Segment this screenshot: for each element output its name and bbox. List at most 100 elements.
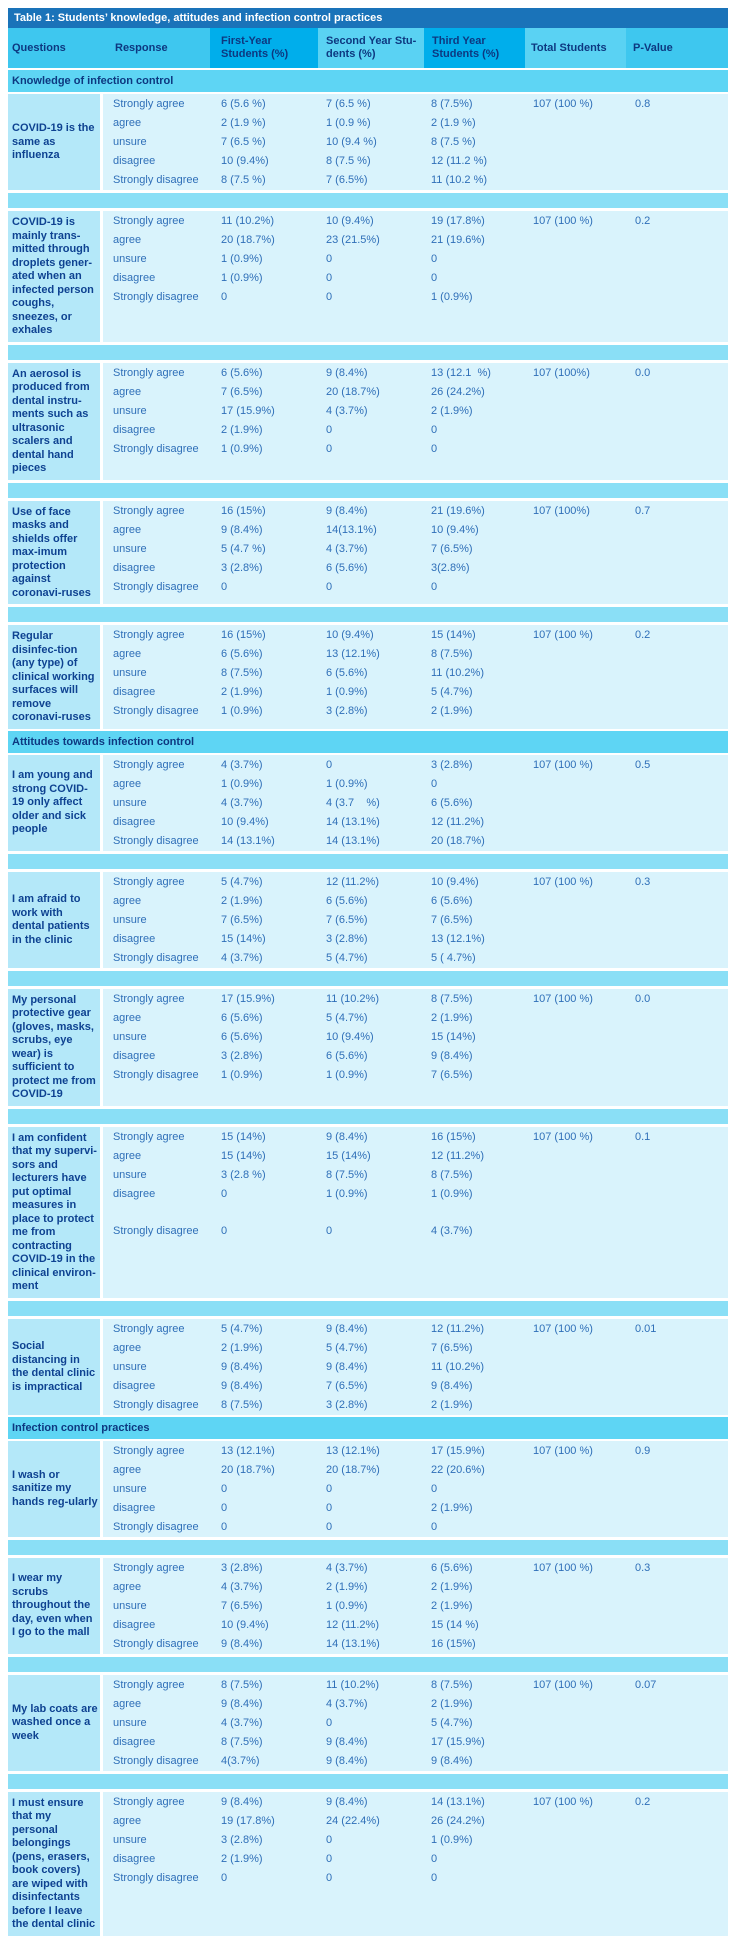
block-spacer	[8, 1539, 728, 1555]
question-block: Social distancing in the dental clinic i…	[8, 1318, 728, 1415]
p-value: 0.2	[635, 629, 651, 641]
total-students-value	[525, 383, 627, 402]
third-year-value: 22 (20.6%)	[431, 1463, 485, 1476]
p-value: 0.5	[635, 758, 651, 771]
first-year-value: 13 (12.1%)	[221, 1444, 275, 1457]
p-value	[627, 1714, 728, 1733]
first-year-value: 4(3.7%)	[221, 1754, 260, 1767]
response-row: unsure 9 (8.4%) 9 (8.4%) 11 (10.2%)	[103, 1358, 728, 1377]
p-value	[627, 1377, 728, 1396]
response-label: Strongly disagree	[113, 580, 199, 593]
total-students-value	[525, 813, 627, 832]
block-spacer	[8, 970, 728, 986]
response-row: unsure 4 (3.7%) 4 (3.7 %) 6 (5.6%)	[103, 794, 728, 813]
response-row: unsure 8 (7.5%) 6 (5.6%) 11 (10.2%)	[103, 664, 728, 683]
third-year-value: 1 (0.9%)	[431, 1187, 473, 1200]
third-year-value: 3 (2.8%)	[431, 758, 473, 771]
response-row: unsure 3 (2.8 %) 8 (7.5%) 8 (7.5%)	[103, 1166, 728, 1185]
question-block: Use of face masks and shields offer max-…	[8, 500, 728, 604]
response-label: Strongly disagree	[113, 1754, 199, 1767]
third-year-value: 0	[431, 253, 438, 265]
p-value	[627, 1480, 728, 1499]
second-year-value: 9 (8.4%)	[326, 1795, 368, 1808]
question-block: I am confident that my supervi-sors and …	[8, 1126, 728, 1298]
question-text: I must ensure that my personal belonging…	[12, 1796, 96, 1931]
response-label: unsure	[113, 1360, 147, 1373]
third-year-value: 20 (18.7%)	[431, 834, 485, 847]
response-label: disagree	[113, 1187, 156, 1200]
third-year-value: 4 (3.7%)	[431, 1224, 473, 1237]
first-year-value: 6 (5.6%)	[221, 648, 263, 660]
third-year-value: 8 (7.5%)	[431, 1168, 473, 1181]
response-label: Strongly agree	[113, 1130, 185, 1143]
response-row: Strongly agree 11 (10.2%) 10 (9.4%) 19 (17.…	[103, 212, 728, 231]
third-year-value: 0	[431, 1482, 438, 1495]
total-students-value	[525, 1066, 627, 1085]
second-year-value: 10 (9.4%)	[326, 215, 374, 227]
third-year-value: 1 (0.9%)	[431, 291, 473, 303]
response-row: disagree 9 (8.4%) 7 (6.5%) 9 (8.4%)	[103, 1377, 728, 1396]
response-rows: Strongly agree 4 (3.7%) 0 3 (2.8%) 107 (100 …	[103, 754, 728, 851]
response-row: Strongly disagree 14 (13.1%) 14 (13.1%) 20 …	[103, 832, 728, 851]
response-label: disagree	[113, 1501, 156, 1514]
total-students-value: 107 (100 %)	[533, 758, 593, 771]
total-students-value: 107 (100 %)	[533, 1322, 593, 1335]
p-value	[627, 1028, 728, 1047]
table-container: Table 1: Students’ knowledge, attitudes …	[8, 8, 728, 1936]
second-year-value: 11 (10.2%)	[326, 1678, 379, 1691]
third-year-value: 9 (8.4%)	[431, 1049, 473, 1062]
response-label: disagree	[113, 815, 156, 828]
total-students-value	[525, 1850, 627, 1869]
response-row: agree 9 (8.4%) 4 (3.7%) 2 (1.9%)	[103, 1695, 728, 1714]
second-year-value: 11 (10.2%)	[326, 992, 379, 1005]
third-year-value: 0	[431, 272, 438, 284]
second-year-value: 0	[326, 1520, 333, 1533]
response-row: Strongly disagree 0 0 4 (3.7%)	[103, 1222, 728, 1241]
first-year-value: 4 (3.7%)	[221, 796, 263, 809]
response-label: Strongly disagree	[113, 1520, 199, 1533]
question-cell: COVID-19 is mainly trans-mitted through …	[8, 211, 100, 342]
response-label: Strongly agree	[113, 1444, 185, 1457]
response-row: unsure 7 (6.5%) 1 (0.9%) 2 (1.9%)	[103, 1597, 728, 1616]
p-value	[627, 114, 728, 133]
total-students-value	[525, 1166, 627, 1185]
third-year-value: 13 (12.1 %)	[431, 366, 491, 379]
third-year-value: 2 (1.9%)	[431, 1599, 473, 1612]
response-row: agree 6 (5.6%) 13 (12.1%) 8 (7.5%)	[103, 645, 728, 664]
total-students-value	[525, 1752, 627, 1771]
first-year-value: 1 (0.9%)	[221, 442, 263, 455]
second-year-value: 6 (5.6%)	[326, 561, 368, 574]
first-year-value: 3 (2.8%)	[221, 561, 263, 574]
first-year-value: 8 (7.5%)	[221, 1398, 263, 1411]
response-label: agree	[113, 894, 142, 907]
response-label: Strongly agree	[113, 992, 185, 1005]
question-text: COVID-19 is the same as influenza	[12, 122, 95, 162]
block-spacer	[8, 1300, 728, 1316]
total-students-value: 107 (100 %)	[533, 1561, 593, 1574]
third-year-value: 10 (9.4%)	[431, 523, 479, 536]
total-students-value	[525, 402, 627, 421]
response-row: Strongly agree 6 (5.6 %) 7 (6.5 %) 8 (7.5%)…	[103, 95, 728, 114]
second-year-value: 0	[326, 253, 333, 265]
total-students-value	[525, 421, 627, 440]
response-row: Strongly disagree 4 (3.7%) 5 (4.7%) 5 ( 4.7…	[103, 949, 728, 968]
response-label: Strongly disagree	[113, 291, 199, 303]
p-value: 0.3	[635, 1561, 651, 1574]
response-row: Strongly disagree 1 (0.9%) 0 0	[103, 440, 728, 459]
first-year-value: 1 (0.9%)	[221, 1068, 263, 1081]
p-value: 0.0	[635, 366, 651, 379]
first-year-value: 6 (5.6%)	[221, 1011, 263, 1024]
response-label: unsure	[113, 1833, 147, 1846]
total-students-value	[525, 1733, 627, 1752]
total-students-value: 107 (100 %)	[533, 992, 593, 1005]
second-year-value: 6 (5.6%)	[326, 1049, 368, 1062]
p-value	[627, 559, 728, 578]
response-row: agree 4 (3.7%) 2 (1.9%) 2 (1.9%)	[103, 1578, 728, 1597]
question-cell: I wash or sanitize my hands reg-ularly	[8, 1440, 100, 1537]
block-spacer	[8, 344, 728, 360]
second-year-value: 6 (5.6%)	[326, 894, 368, 907]
response-rows: Strongly agree 11 (10.2%) 10 (9.4%) 19 (17.…	[103, 211, 728, 342]
question-cell: My personal protective gear (gloves, mas…	[8, 988, 100, 1106]
response-row: Strongly disagree 0 0 0	[103, 578, 728, 597]
third-year-value: 7 (6.5%)	[431, 1341, 473, 1354]
